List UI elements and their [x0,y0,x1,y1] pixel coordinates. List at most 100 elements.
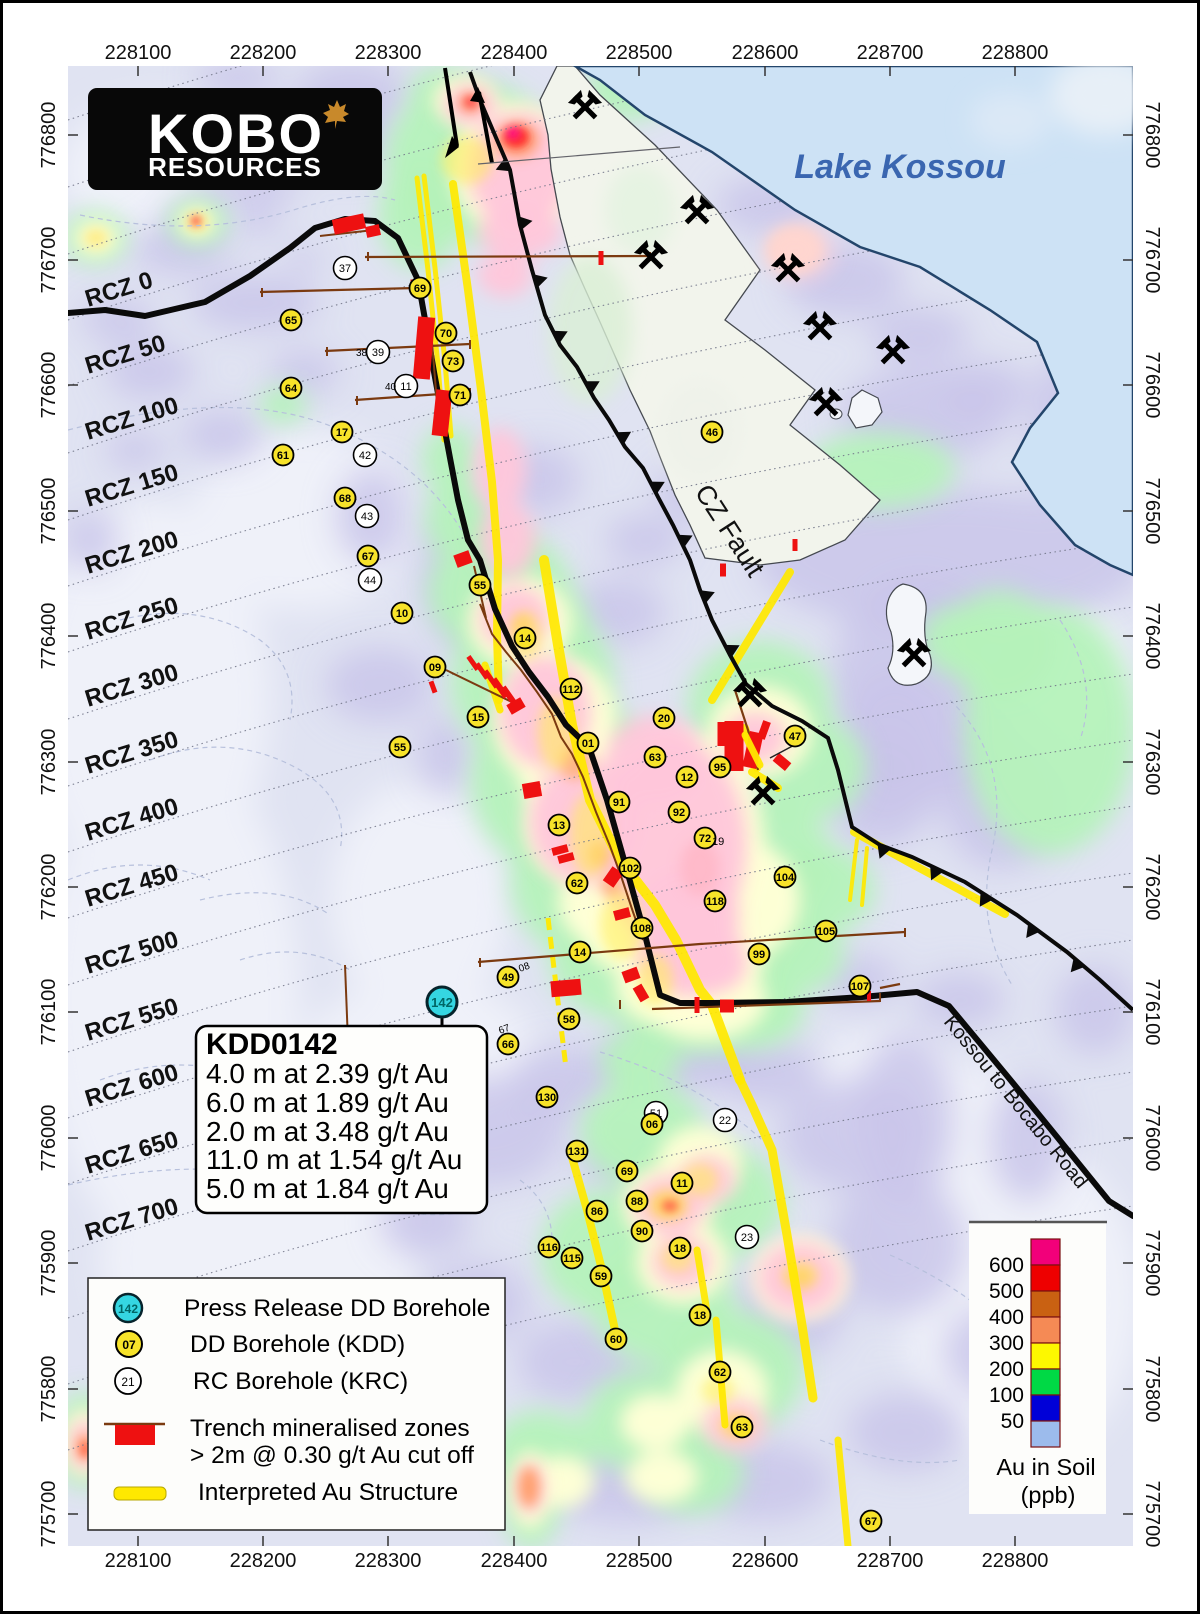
svg-text:Lake Kossou: Lake Kossou [794,148,1006,186]
svg-text:19: 19 [712,836,724,848]
svg-text:776500: 776500 [1141,478,1163,545]
svg-text:776800: 776800 [38,102,60,169]
svg-text:DD Borehole (KDD): DD Borehole (KDD) [190,1331,405,1358]
svg-text:776700: 776700 [38,227,60,294]
svg-text:228800: 228800 [982,42,1049,64]
svg-text:95: 95 [714,762,726,774]
svg-text:21: 21 [121,1375,135,1389]
svg-text:14: 14 [574,947,587,959]
svg-text:59: 59 [595,1271,607,1283]
svg-text:70: 70 [440,328,452,340]
svg-text:69: 69 [621,1166,633,1178]
svg-text:67: 67 [362,551,374,563]
svg-text:776300: 776300 [38,729,60,796]
svg-text:(ppb): (ppb) [1021,1482,1076,1508]
svg-text:88: 88 [631,1196,643,1208]
svg-text:13: 13 [553,820,565,832]
svg-text:228300: 228300 [355,42,422,64]
svg-text:KDD0142: KDD0142 [206,1028,338,1061]
svg-text:228500: 228500 [606,42,673,64]
svg-text:65: 65 [285,315,297,327]
svg-text:37: 37 [339,263,351,275]
svg-text:07: 07 [122,1338,136,1352]
svg-text:11: 11 [400,381,411,393]
svg-text:> 2m @ 0.30 g/t Au cut off: > 2m @ 0.30 g/t Au cut off [190,1442,474,1469]
svg-text:99: 99 [753,949,765,961]
svg-text:776700: 776700 [1141,227,1163,294]
svg-text:228400: 228400 [481,42,548,64]
svg-text:67: 67 [497,1023,512,1037]
svg-text:228100: 228100 [105,1550,172,1572]
svg-text:15: 15 [472,712,484,724]
svg-text:228600: 228600 [732,42,799,64]
svg-text:5.0 m at 1.84 g/t Au: 5.0 m at 1.84 g/t Au [206,1173,449,1204]
svg-text:775700: 775700 [38,1481,60,1548]
svg-text:14: 14 [519,633,532,645]
svg-text:500: 500 [989,1280,1024,1303]
svg-text:11: 11 [676,1178,688,1190]
svg-text:50: 50 [1001,1410,1024,1433]
svg-text:90: 90 [636,1226,648,1238]
svg-text:11.0 m at 1.54 g/t Au: 11.0 m at 1.54 g/t Au [206,1144,462,1175]
svg-text:Trench mineralised zones: Trench mineralised zones [190,1415,470,1442]
svg-text:55: 55 [474,580,486,592]
svg-text:228300: 228300 [355,1550,422,1572]
svg-text:68: 68 [339,493,351,505]
svg-text:776300: 776300 [1141,729,1163,796]
svg-text:63: 63 [649,752,661,764]
svg-text:69: 69 [414,283,426,295]
svg-text:92: 92 [673,807,685,819]
svg-text:KOBO: KOBO [148,102,324,165]
svg-text:18: 18 [674,1243,686,1255]
svg-text:08: 08 [517,961,532,975]
svg-text:01: 01 [582,738,594,750]
svg-text:200: 200 [989,1358,1024,1381]
svg-text:776400: 776400 [38,603,60,670]
svg-text:100: 100 [989,1384,1024,1407]
svg-text:42: 42 [359,450,371,462]
svg-text:776600: 776600 [1141,352,1163,419]
svg-text:776200: 776200 [38,854,60,921]
svg-text:776500: 776500 [38,478,60,545]
svg-text:18: 18 [694,1310,706,1322]
svg-text:49: 49 [502,972,514,984]
svg-text:60: 60 [610,1334,622,1346]
svg-text:Interpreted Au Structure: Interpreted Au Structure [198,1479,458,1506]
svg-text:104: 104 [776,872,795,884]
svg-text:400: 400 [989,1306,1024,1329]
svg-text:300: 300 [989,1332,1024,1355]
svg-text:17: 17 [336,427,348,439]
svg-text:46: 46 [706,427,718,439]
svg-text:775700: 775700 [1141,1481,1163,1548]
svg-text:228200: 228200 [230,42,297,64]
svg-text:40: 40 [385,382,397,393]
svg-text:09: 09 [429,662,441,674]
svg-text:4.0 m at 2.39 g/t Au: 4.0 m at 2.39 g/t Au [206,1058,449,1089]
svg-text:71: 71 [454,390,466,402]
svg-text:776100: 776100 [1141,979,1163,1046]
svg-text:228800: 228800 [982,1550,1049,1572]
svg-text:776000: 776000 [38,1105,60,1172]
svg-text:67: 67 [865,1516,877,1528]
svg-text:112: 112 [562,684,580,696]
svg-text:22: 22 [719,1115,731,1127]
svg-text:58: 58 [563,1014,575,1026]
svg-text:47: 47 [789,731,801,743]
svg-text:776400: 776400 [1141,603,1163,670]
svg-text:775900: 775900 [1141,1230,1163,1297]
svg-text:228700: 228700 [857,42,924,64]
svg-text:RC Borehole (KRC): RC Borehole (KRC) [193,1368,408,1395]
svg-text:62: 62 [714,1367,726,1379]
svg-text:10: 10 [396,608,408,620]
svg-text:776100: 776100 [38,979,60,1046]
svg-text:105: 105 [817,926,835,938]
svg-text:776200: 776200 [1141,854,1163,921]
svg-text:38: 38 [356,348,368,359]
svg-text:73: 73 [447,356,459,368]
svg-text:12: 12 [681,772,693,784]
svg-text:Au in Soil: Au in Soil [996,1454,1095,1480]
svg-text:228600: 228600 [732,1550,799,1572]
svg-text:776000: 776000 [1141,1105,1163,1172]
svg-text:142: 142 [118,1302,138,1316]
svg-text:776800: 776800 [1141,102,1163,169]
